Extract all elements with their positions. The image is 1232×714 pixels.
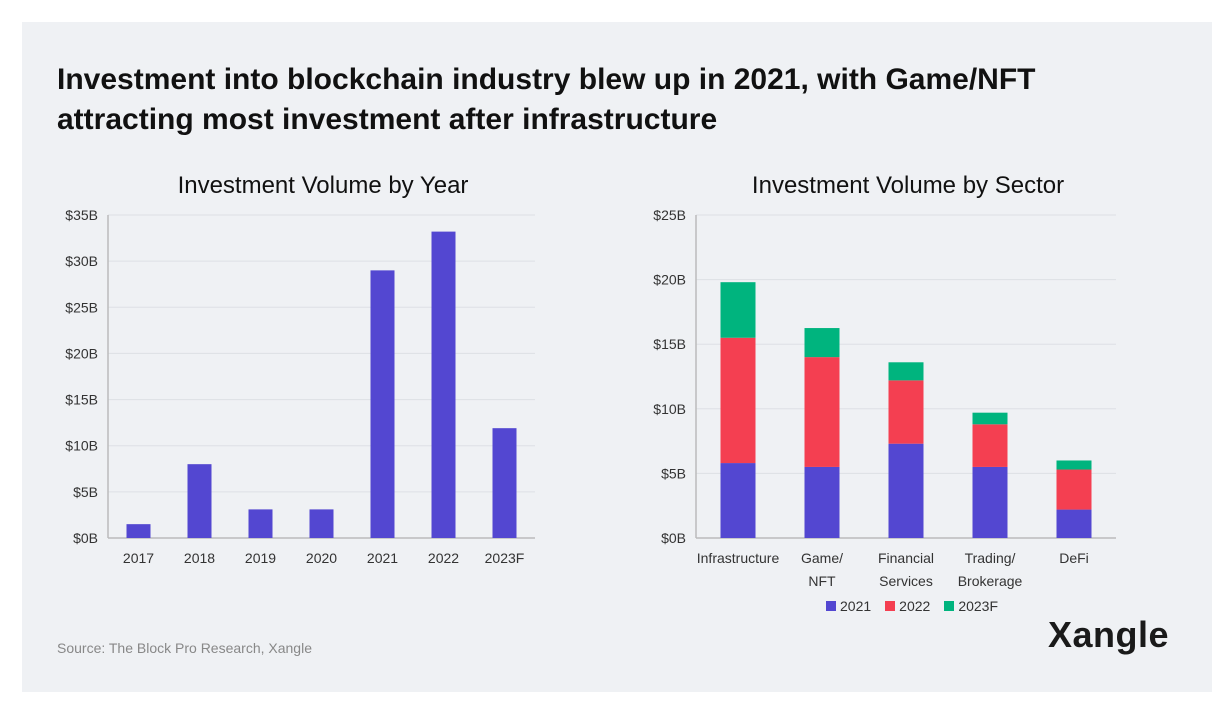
y-tick-label: $10B [65, 438, 98, 454]
bar-value-2023f [492, 428, 517, 538]
bar-value-2017 [126, 524, 151, 538]
x-tick-label: Financial [878, 550, 934, 566]
bar-2021-financial-services [888, 443, 924, 538]
bar-2021-infrastructure [720, 463, 756, 538]
x-tick-label: DeFi [1059, 550, 1089, 566]
y-tick-label: $15B [653, 336, 686, 352]
page-title: Investment into blockchain industry blew… [57, 63, 1036, 136]
bar-2021-defi [1056, 509, 1092, 538]
legend: 2021 2022 2023F [826, 598, 998, 614]
bar-value-2020 [309, 509, 334, 538]
legend-item-2022: 2022 [885, 598, 930, 614]
y-tick-label: $25B [653, 207, 686, 223]
x-tick-label: Brokerage [958, 573, 1023, 589]
chart-title-year: Investment Volume by Year [177, 172, 469, 199]
bar-2023f-infrastructure [720, 282, 756, 338]
x-tick-label: 2018 [184, 550, 215, 566]
x-tick-label: Trading/ [965, 550, 1016, 566]
y-tick-label: $5B [661, 465, 686, 481]
legend-item-2023f: 2023F [944, 598, 998, 614]
y-tick-label: $20B [653, 272, 686, 288]
x-tick-label: Services [879, 573, 933, 589]
x-tick-label: NFT [808, 573, 836, 589]
bar-value-2022 [431, 231, 456, 538]
y-tick-label: $0B [661, 530, 686, 546]
background-panel [22, 22, 1212, 692]
legend-item-2021: 2021 [826, 598, 871, 614]
bar-value-2018 [187, 464, 212, 538]
x-tick-label: 2021 [367, 550, 398, 566]
x-tick-label: 2023F [485, 550, 525, 566]
bar-2023f-defi [1056, 460, 1092, 470]
x-tick-label: 2022 [428, 550, 459, 566]
x-tick-label: 2017 [123, 550, 154, 566]
bar-2022-trading-brokerage [972, 424, 1008, 467]
bar-2022-defi [1056, 469, 1092, 510]
y-tick-label: $15B [65, 392, 98, 408]
bar-2021-game-nft [804, 466, 840, 538]
x-tick-label: Game/ [801, 550, 843, 566]
x-tick-label: Infrastructure [697, 550, 780, 566]
y-tick-label: $25B [65, 299, 98, 315]
bar-2023f-game-nft [804, 328, 840, 358]
y-tick-label: $10B [653, 401, 686, 417]
x-tick-label: 2020 [306, 550, 337, 566]
bar-2022-infrastructure [720, 337, 756, 464]
bar-2022-game-nft [804, 357, 840, 467]
bar-value-2021 [370, 270, 395, 538]
bar-2023f-trading-brokerage [972, 412, 1008, 425]
y-tick-label: $35B [65, 207, 98, 223]
y-tick-label: $30B [65, 253, 98, 269]
bar-value-2019 [248, 509, 273, 538]
y-tick-label: $20B [65, 345, 98, 361]
x-tick-label: 2019 [245, 550, 276, 566]
chart-title-sector: Investment Volume by Sector [751, 172, 1065, 199]
source-note: Source: The Block Pro Research, Xangle [57, 640, 312, 656]
y-tick-label: $0B [73, 530, 98, 546]
bar-2021-trading-brokerage [972, 466, 1008, 538]
xangle-logo: Xangle [1048, 614, 1170, 655]
bar-2023f-financial-services [888, 362, 924, 381]
bar-2022-financial-services [888, 380, 924, 444]
y-tick-label: $5B [73, 484, 98, 500]
